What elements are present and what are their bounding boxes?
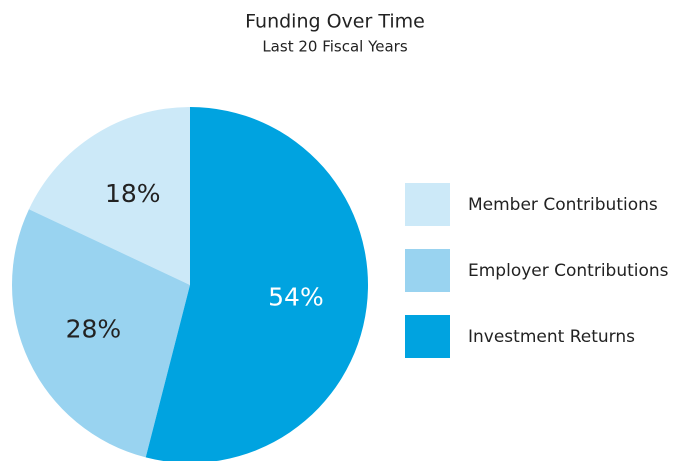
pie-slice bbox=[28, 107, 191, 285]
legend-swatch bbox=[405, 249, 450, 292]
pie-slice bbox=[11, 209, 191, 458]
legend-label: Employer Contributions bbox=[468, 261, 669, 281]
legend-swatch bbox=[405, 315, 450, 358]
legend-label: Member Contributions bbox=[468, 195, 658, 215]
legend-swatch bbox=[405, 183, 450, 226]
pie-slice bbox=[145, 107, 368, 461]
slice-label: 54% bbox=[268, 282, 324, 311]
chart-subtitle: Last 20 Fiscal Years bbox=[262, 38, 408, 56]
slice-label: 28% bbox=[66, 314, 122, 343]
slice-label: 18% bbox=[105, 179, 161, 208]
chart-title: Funding Over Time bbox=[245, 11, 425, 33]
legend-label: Investment Returns bbox=[468, 327, 635, 347]
